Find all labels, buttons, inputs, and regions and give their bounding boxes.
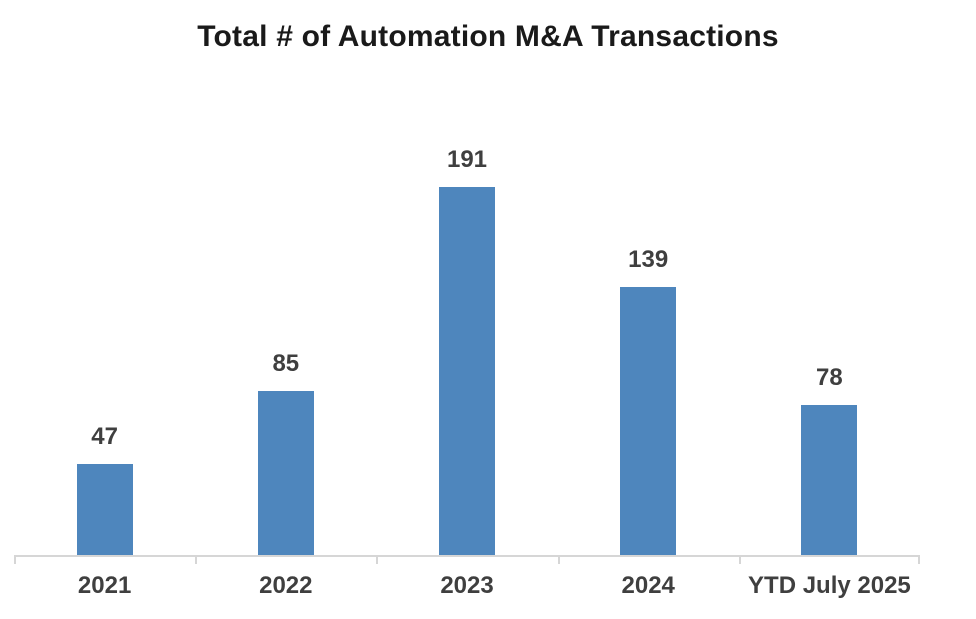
category-cell: 78 [739,364,920,555]
bar-column: 78 [801,364,858,555]
axis-tick [918,555,920,564]
bar-2022 [257,391,314,555]
category-cell: 139 [558,246,739,555]
bar-ytd-july-2025 [801,405,858,555]
bar-value-label: 139 [628,246,669,274]
bar-2024 [620,287,677,555]
axis-tick [195,555,197,564]
category-label: 2021 [77,572,132,599]
bar-value-label: 191 [446,146,488,174]
category-label: 2022 [259,572,313,599]
bar-2023 [439,187,495,555]
bar-value-label: 85 [272,350,300,378]
bar-column: 139 [620,246,677,555]
axis-tick [376,555,378,564]
category-label: YTD July 2025 [748,572,911,599]
plot-area: 47 85 191 139 78 [14,146,920,555]
bar-column: 47 [76,423,133,555]
bar-value-label: 78 [816,364,843,392]
category-cell: 85 [195,350,376,555]
bar-value-label: 47 [91,423,118,451]
axis-tick [558,555,560,564]
category-label: 2023 [440,572,494,599]
chart-title: Total # of Automation M&A Transactions [197,20,779,53]
category-cell: 191 [376,146,557,555]
bar-column: 85 [257,350,314,555]
axis-tick [739,555,741,564]
category-cell: 47 [14,423,195,555]
category-label: 2024 [621,572,675,599]
x-axis-line [14,555,920,564]
axis-tick [14,555,16,564]
category-axis-labels: 2021 2022 2023 2024 YTD July 2025 [14,572,920,601]
bar-2021 [76,464,133,555]
bar-column: 191 [439,146,495,555]
